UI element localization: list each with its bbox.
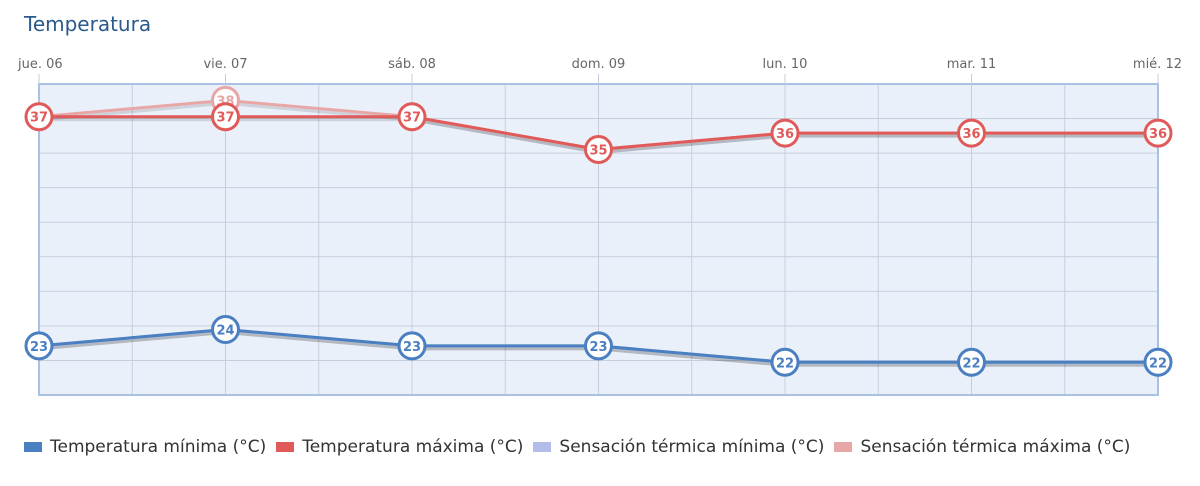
legend-swatch <box>533 442 552 452</box>
x-tick-label: mar. 11 <box>947 57 997 72</box>
legend-swatch <box>834 442 853 452</box>
data-point <box>24 102 54 132</box>
x-tick-label: lun. 10 <box>763 57 808 72</box>
data-point <box>211 315 240 345</box>
data-label: 22 <box>1149 356 1167 371</box>
data-point <box>770 118 800 148</box>
chart-legend: Temperatura mínima (°C) Temperatura máxim… <box>24 437 1130 457</box>
data-label: 37 <box>216 111 234 126</box>
data-label: 37 <box>403 111 421 126</box>
data-point <box>397 331 427 361</box>
data-point <box>584 331 613 361</box>
data-point <box>397 102 427 132</box>
data-label: 23 <box>403 340 421 355</box>
x-tick-label: dom. 09 <box>572 57 626 72</box>
data-label: 36 <box>776 127 794 142</box>
data-label: 24 <box>216 324 234 339</box>
data-label: 35 <box>589 143 607 158</box>
data-label: 23 <box>30 340 48 355</box>
x-tick-label: sáb. 08 <box>388 57 436 72</box>
legend-label: Temperatura mínima (°C) <box>50 437 267 457</box>
x-tick-label: jue. 06 <box>17 57 63 72</box>
data-point <box>211 102 240 132</box>
legend-item[interactable]: Temperatura mínima (°C) <box>24 437 266 457</box>
x-tick-label: mié. 12 <box>1133 57 1182 72</box>
data-label: 36 <box>1149 127 1167 142</box>
legend-swatch <box>276 442 295 452</box>
legend-label: Sensación térmica mínima (°C) <box>559 437 825 457</box>
data-label: 22 <box>776 356 794 371</box>
data-point <box>957 118 986 148</box>
data-point <box>1143 347 1173 377</box>
data-point <box>957 347 986 377</box>
data-label: 22 <box>962 356 980 371</box>
data-point <box>24 331 54 361</box>
data-point <box>1143 118 1173 148</box>
legend-label: Temperatura máxima (°C) <box>302 437 524 457</box>
legend-label: Sensación térmica máxima (°C) <box>860 437 1131 457</box>
data-point <box>770 347 800 377</box>
temperature-chart: jue. 06 vie. 07 sáb. 08 dom. 09 lun. 10 mar. … <box>17 57 1182 396</box>
x-tick-label: vie. 07 <box>203 57 247 72</box>
data-label: 36 <box>962 127 980 142</box>
legend-swatch <box>24 442 42 452</box>
data-point <box>584 134 613 164</box>
data-label: 37 <box>30 111 48 126</box>
legend-item[interactable]: Sensación térmica máxima (°C) <box>834 437 1130 457</box>
chart-title: Temperatura <box>24 12 152 36</box>
data-label: 23 <box>589 340 607 355</box>
legend-item[interactable]: Sensación térmica mínima (°C) <box>533 437 824 457</box>
legend-item[interactable]: Temperatura máxima (°C) <box>276 437 523 457</box>
